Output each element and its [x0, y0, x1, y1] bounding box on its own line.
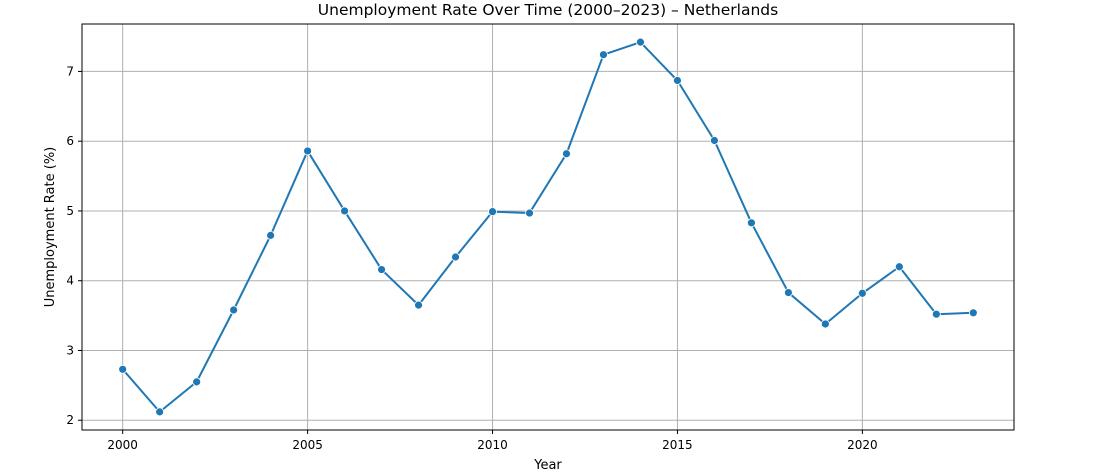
data-point	[451, 252, 460, 262]
data-point	[488, 207, 497, 217]
data-point	[303, 146, 313, 156]
data-point	[673, 76, 682, 85]
y-axis-ticks: 2 3 4 5 6 7	[66, 64, 82, 427]
data-point	[377, 265, 386, 274]
plot-frame	[81, 23, 1015, 431]
x-tick-label: 2000	[107, 438, 138, 452]
data-point	[118, 364, 128, 374]
data-point	[857, 288, 867, 298]
data-point	[710, 136, 719, 145]
y-axis-label: Unemployment Rate (%)	[43, 147, 58, 308]
data-point	[525, 208, 534, 218]
x-tick-label: 2015	[662, 438, 693, 452]
x-tick-label: 2010	[477, 438, 508, 452]
x-tick-label: 2020	[847, 438, 878, 452]
y-tick-label: 7	[66, 64, 74, 78]
data-point	[894, 262, 904, 272]
data-point	[783, 288, 793, 297]
series-line	[121, 41, 974, 413]
data-point	[968, 308, 978, 318]
series-group	[118, 37, 978, 417]
data-point	[562, 149, 571, 159]
data-point	[414, 300, 423, 310]
y-tick-label: 6	[66, 134, 74, 148]
data-point	[155, 407, 165, 417]
data-point	[931, 309, 941, 319]
x-axis-ticks: 2000 2005 2010 2015 2020	[107, 430, 878, 452]
data-point	[820, 319, 830, 329]
y-tick-label: 5	[66, 204, 74, 218]
data-point	[266, 230, 276, 240]
chart-title: Unemployment Rate Over Time (2000–2023) …	[318, 1, 778, 19]
data-point	[747, 218, 756, 228]
y-tick-label: 2	[66, 413, 74, 427]
y-tick-label: 3	[66, 343, 74, 357]
data-point	[340, 206, 349, 216]
data-point	[599, 50, 608, 60]
x-tick-label: 2005	[292, 438, 323, 452]
data-point	[192, 377, 202, 387]
grid-lines	[82, 24, 1014, 430]
data-point	[229, 305, 239, 315]
data-point	[636, 37, 645, 47]
x-axis-label: Year	[533, 458, 562, 472]
y-tick-label: 4	[66, 274, 74, 288]
